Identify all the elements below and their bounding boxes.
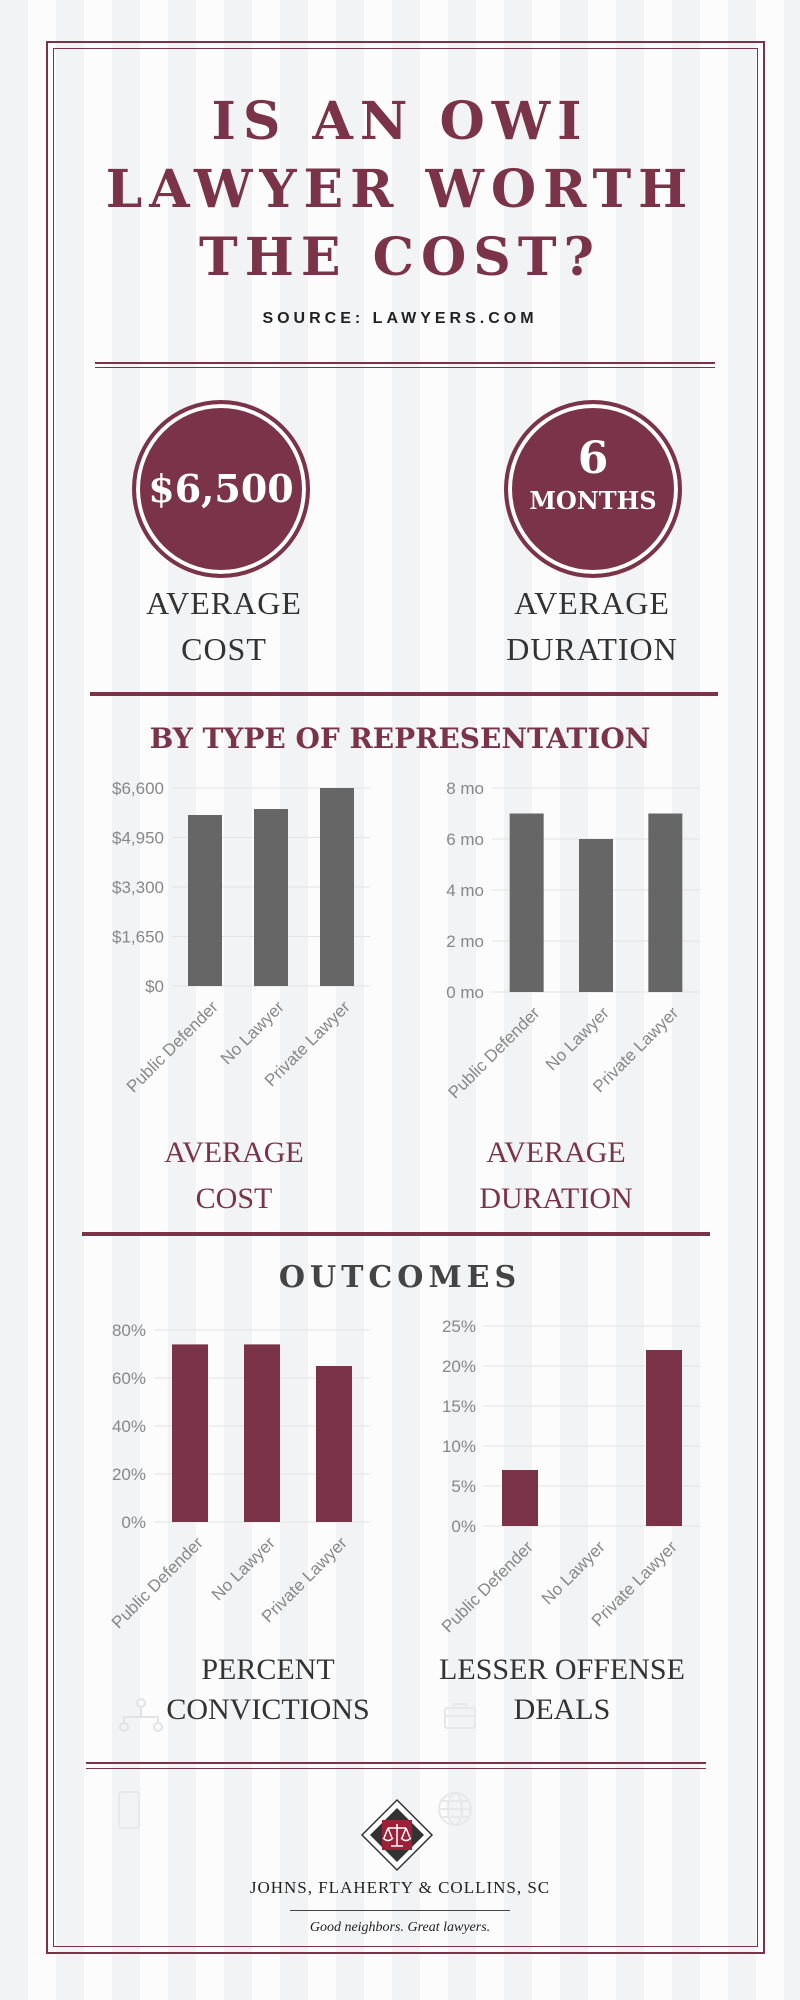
y-tick-label: 6 mo	[446, 830, 484, 849]
title-line-3: THE COST?	[199, 227, 601, 288]
cost-chart-label: AVERAGE COST	[164, 1136, 304, 1215]
y-tick-label: 0 mo	[446, 983, 484, 1002]
globe-icon	[438, 1792, 472, 1826]
cost-value: $6,500	[148, 466, 294, 511]
lesser-chart-label: LESSER OFFENSE DEALS	[439, 1653, 685, 1726]
duration-number: 6	[577, 433, 609, 484]
convictions-chart: 0%20%40%60%80%Public Defender No LawyerPr…	[108, 1321, 370, 1632]
convictions-chart-label: PERCENT CONVICTIONS	[166, 1653, 370, 1726]
y-tick-label: $1,650	[112, 928, 164, 947]
scales-of-justice-logo-icon	[360, 1798, 434, 1872]
bar	[648, 813, 683, 992]
divider-outcomes	[82, 1232, 710, 1236]
phone-icon	[118, 1791, 140, 1829]
y-tick-label: 0%	[121, 1513, 146, 1532]
x-tick-label: No Lawyer	[538, 1537, 609, 1608]
x-tick-label: Public Defender	[438, 1537, 537, 1636]
divider-top-a	[95, 362, 715, 364]
cost-circle: $6,500	[132, 400, 310, 578]
representation-title: BY TYPE OF REPRESENTATION	[149, 722, 651, 755]
y-tick-label: $3,300	[112, 878, 164, 897]
divider-bottom-b	[86, 1768, 706, 1769]
firm-tagline: Good neighbors. Great lawyers.	[309, 1920, 491, 1935]
duration-unit: MONTHS	[529, 486, 657, 515]
y-tick-label: $6,600	[112, 779, 164, 798]
outer-frame	[46, 41, 765, 1954]
source-credit: SOURCE: LAWYERS.COM	[262, 310, 538, 327]
divider-bottom-a	[86, 1762, 706, 1764]
firm-name: JOHNS, FLAHERTY & COLLINS, SC	[249, 1878, 551, 1897]
x-tick-label: Public Defender	[445, 1003, 544, 1102]
y-tick-label: 20%	[112, 1465, 146, 1484]
y-tick-label: 0%	[451, 1517, 476, 1536]
y-tick-label: 4 mo	[446, 881, 484, 900]
outcomes-title: OUTCOMES	[278, 1260, 522, 1295]
network-icon	[119, 1698, 163, 1732]
logo-underline	[290, 1910, 510, 1911]
y-tick-label: 15%	[442, 1397, 476, 1416]
bar	[316, 1366, 352, 1522]
lesser-offense-chart: 0% 5% 10% 15% 20% 25% Public Defender No Lawyer…	[438, 1317, 700, 1636]
y-tick-label: $4,950	[112, 829, 164, 848]
bar	[188, 815, 222, 986]
cost-chart: $0 $1,650 $3,300 $4,950 $6,600 Public Defende…	[112, 779, 370, 1096]
y-tick-label: 2 mo	[446, 932, 484, 951]
title-line-2: LAWYER WORTH	[105, 159, 695, 220]
y-tick-label: 10%	[442, 1437, 476, 1456]
bar	[320, 788, 354, 986]
y-tick-label: 20%	[442, 1357, 476, 1376]
x-tick-label: No Lawyer	[208, 1533, 279, 1604]
y-tick-label: 25%	[442, 1317, 476, 1336]
bar	[172, 1344, 208, 1522]
x-tick-label: Public Defender	[108, 1533, 207, 1632]
y-tick-label: $0	[145, 977, 164, 996]
bar	[509, 813, 544, 992]
x-tick-label: No Lawyer	[542, 1003, 613, 1074]
duration-circle: 6 MONTHS	[504, 400, 682, 578]
y-tick-label: 5%	[451, 1477, 476, 1496]
y-tick-label: 80%	[112, 1321, 146, 1340]
x-tick-label: No Lawyer	[217, 997, 288, 1068]
avg-cost-label: AVERAGE COST	[146, 585, 302, 667]
divider-top-b	[95, 367, 715, 368]
title-line-1: IS AN OWI	[211, 91, 589, 152]
divider-representation	[90, 692, 718, 696]
y-tick-label: 8 mo	[446, 779, 484, 798]
duration-chart-label: AVERAGE DURATION	[479, 1136, 633, 1215]
bar	[254, 809, 288, 986]
inner-frame	[53, 48, 758, 1947]
bar	[244, 1344, 280, 1522]
x-tick-label: Public Defender	[123, 997, 222, 1096]
y-tick-label: 40%	[112, 1417, 146, 1436]
bar	[646, 1350, 682, 1526]
briefcase-icon	[444, 1703, 476, 1729]
bar	[502, 1470, 538, 1526]
bar	[579, 839, 613, 992]
y-tick-label: 60%	[112, 1369, 146, 1388]
avg-duration-label: AVERAGE DURATION	[506, 585, 678, 667]
